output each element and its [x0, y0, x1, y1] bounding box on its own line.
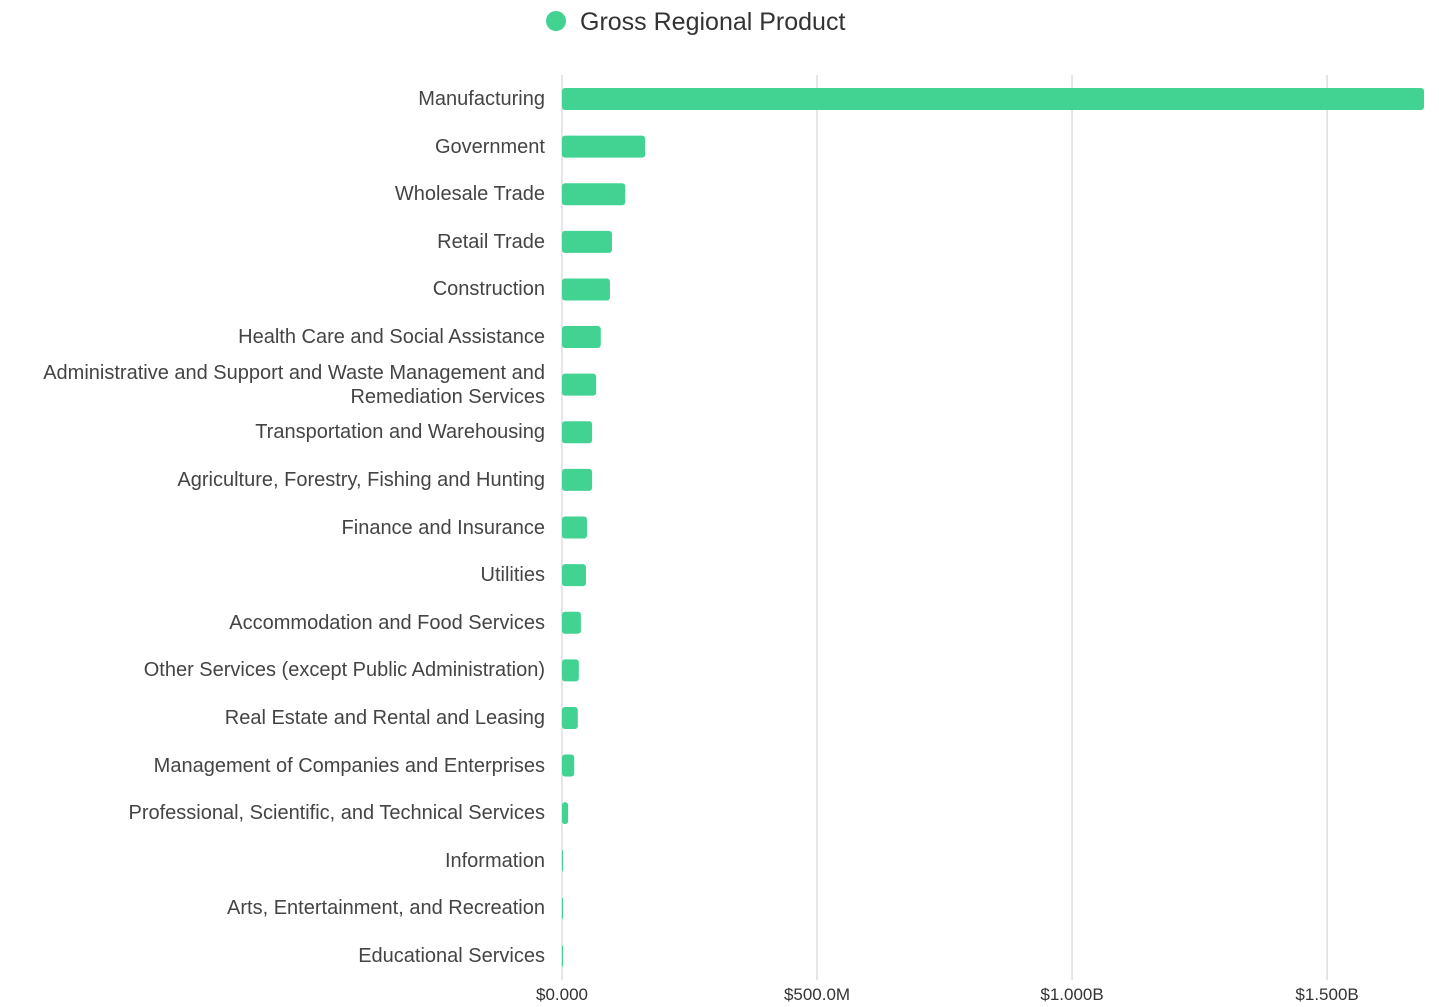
y-tick-label: Construction	[432, 278, 545, 301]
bar	[562, 802, 569, 825]
bar	[562, 326, 601, 349]
y-tick-label: Arts, Entertainment, and Recreation	[227, 897, 545, 920]
bar	[562, 278, 610, 301]
y-tick-label: Educational Services	[358, 945, 545, 967]
x-tick-label: $0.000	[536, 985, 588, 1004]
bar	[562, 706, 578, 729]
x-tick-label: $500.0M	[784, 985, 850, 1004]
bar	[562, 88, 1424, 110]
x-tick-label: $1.500B	[1295, 985, 1358, 1004]
bar	[562, 230, 612, 253]
bar	[562, 516, 587, 539]
y-tick-label: Real Estate and Rental and Leasing	[224, 706, 545, 729]
bar	[562, 754, 575, 777]
bar	[562, 659, 579, 682]
y-tick-label: Administrative and Support and Waste Man…	[43, 361, 545, 408]
y-tick-label: Manufacturing	[418, 88, 545, 110]
y-tick-label: Management of Companies and Enterprises	[153, 754, 545, 777]
y-tick-label: Agriculture, Forestry, Fishing and Hunti…	[177, 468, 545, 491]
y-tick-label: Transportation and Warehousing	[255, 421, 545, 444]
y-tick-label: Accommodation and Food Services	[229, 611, 545, 634]
bar	[562, 564, 586, 587]
y-tick-label: Other Services (except Public Administra…	[143, 659, 545, 682]
y-tick-label: Utilities	[480, 564, 545, 587]
bar	[562, 421, 593, 444]
x-tick-label: $1.000B	[1040, 985, 1103, 1004]
bar	[562, 373, 597, 396]
y-tick-label: Information	[444, 849, 545, 872]
y-tick-label: Retail Trade	[437, 230, 545, 253]
bar	[562, 611, 581, 634]
y-tick-label: Finance and Insurance	[341, 516, 545, 539]
bar	[562, 135, 646, 158]
y-tick-label: Wholesale Trade	[394, 183, 545, 206]
bar	[562, 183, 626, 206]
legend-marker	[546, 11, 566, 31]
bar	[562, 468, 593, 491]
bar	[562, 945, 563, 967]
bar	[562, 897, 564, 920]
legend-label: Gross Regional Product	[580, 8, 845, 36]
y-tick-label: Government	[434, 135, 545, 158]
bar	[562, 849, 564, 872]
y-tick-label: Health Care and Social Assistance	[238, 326, 545, 349]
y-tick-label: Professional, Scientific, and Technical …	[128, 802, 545, 825]
